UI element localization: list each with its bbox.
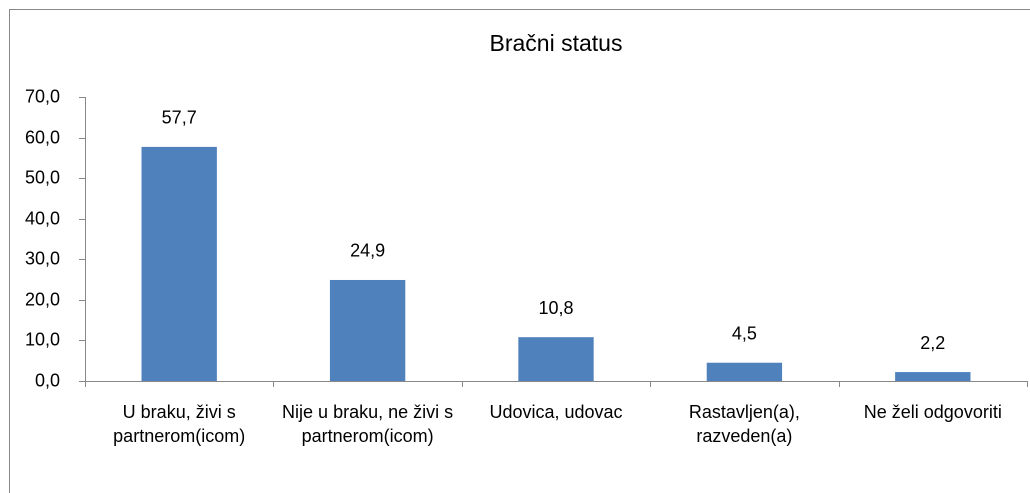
y-tick-label: 20,0: [25, 289, 60, 309]
chart-title: Bračni status: [490, 30, 623, 56]
x-tick-label: U braku, živi s partnerom(icom): [113, 402, 246, 446]
y-tick-label: 40,0: [25, 208, 60, 228]
data-label: 10,8: [538, 298, 573, 318]
x-tick-label: Nije u braku, ne živi s partnerom(icom): [282, 402, 454, 446]
y-tick-label: 0,0: [35, 370, 60, 390]
y-tick-label: 60,0: [25, 127, 60, 147]
y-tick-label: 10,0: [25, 329, 60, 349]
bar: [141, 146, 217, 381]
chart-border: [9, 9, 1030, 493]
x-tick-label: Ne želi odgovoriti: [863, 402, 1002, 422]
y-tick-label: 50,0: [25, 167, 60, 187]
y-tick-label: 30,0: [25, 248, 60, 268]
data-label: 2,2: [920, 333, 945, 353]
y-tick-label: 70,0: [25, 86, 60, 106]
data-label: 4,5: [732, 323, 757, 343]
x-tick-label: Rastavljen(a), razveden(a): [688, 402, 800, 446]
bar: [706, 362, 783, 381]
data-label: 24,9: [350, 241, 385, 261]
bar: [895, 372, 971, 381]
data-label: 57,7: [162, 108, 197, 128]
x-tick-label: Udovica, udovac: [489, 402, 623, 422]
bar: [329, 279, 406, 381]
bar: [518, 337, 594, 381]
